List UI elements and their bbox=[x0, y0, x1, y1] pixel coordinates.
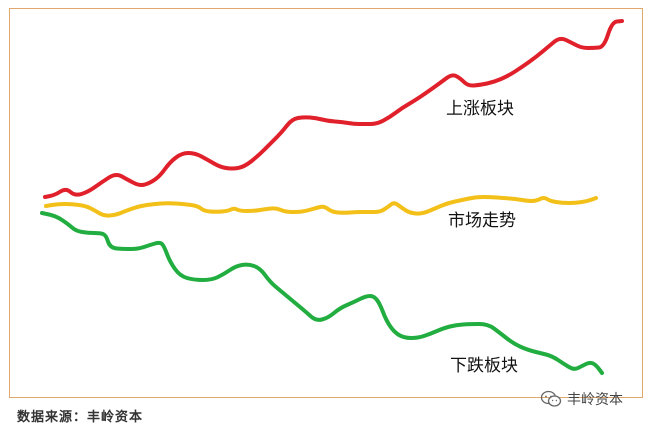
series-layer bbox=[40, 19, 624, 375]
label-market-trend: 市场走势 bbox=[448, 211, 516, 231]
series-line-market-trend bbox=[44, 195, 598, 218]
label-down-sector: 下跌板块 bbox=[450, 356, 518, 376]
watermark-text: 丰岭资本 bbox=[567, 392, 623, 408]
wechat-watermark: 丰岭资本 bbox=[540, 388, 623, 410]
chart-frame bbox=[9, 8, 643, 398]
wechat-icon bbox=[540, 390, 562, 407]
data-source-note: 数据来源：丰岭资本 bbox=[17, 410, 144, 425]
series-line-down-sector bbox=[40, 211, 604, 375]
series-line-up-sector bbox=[43, 19, 624, 199]
label-up-sector: 上涨板块 bbox=[446, 99, 514, 119]
